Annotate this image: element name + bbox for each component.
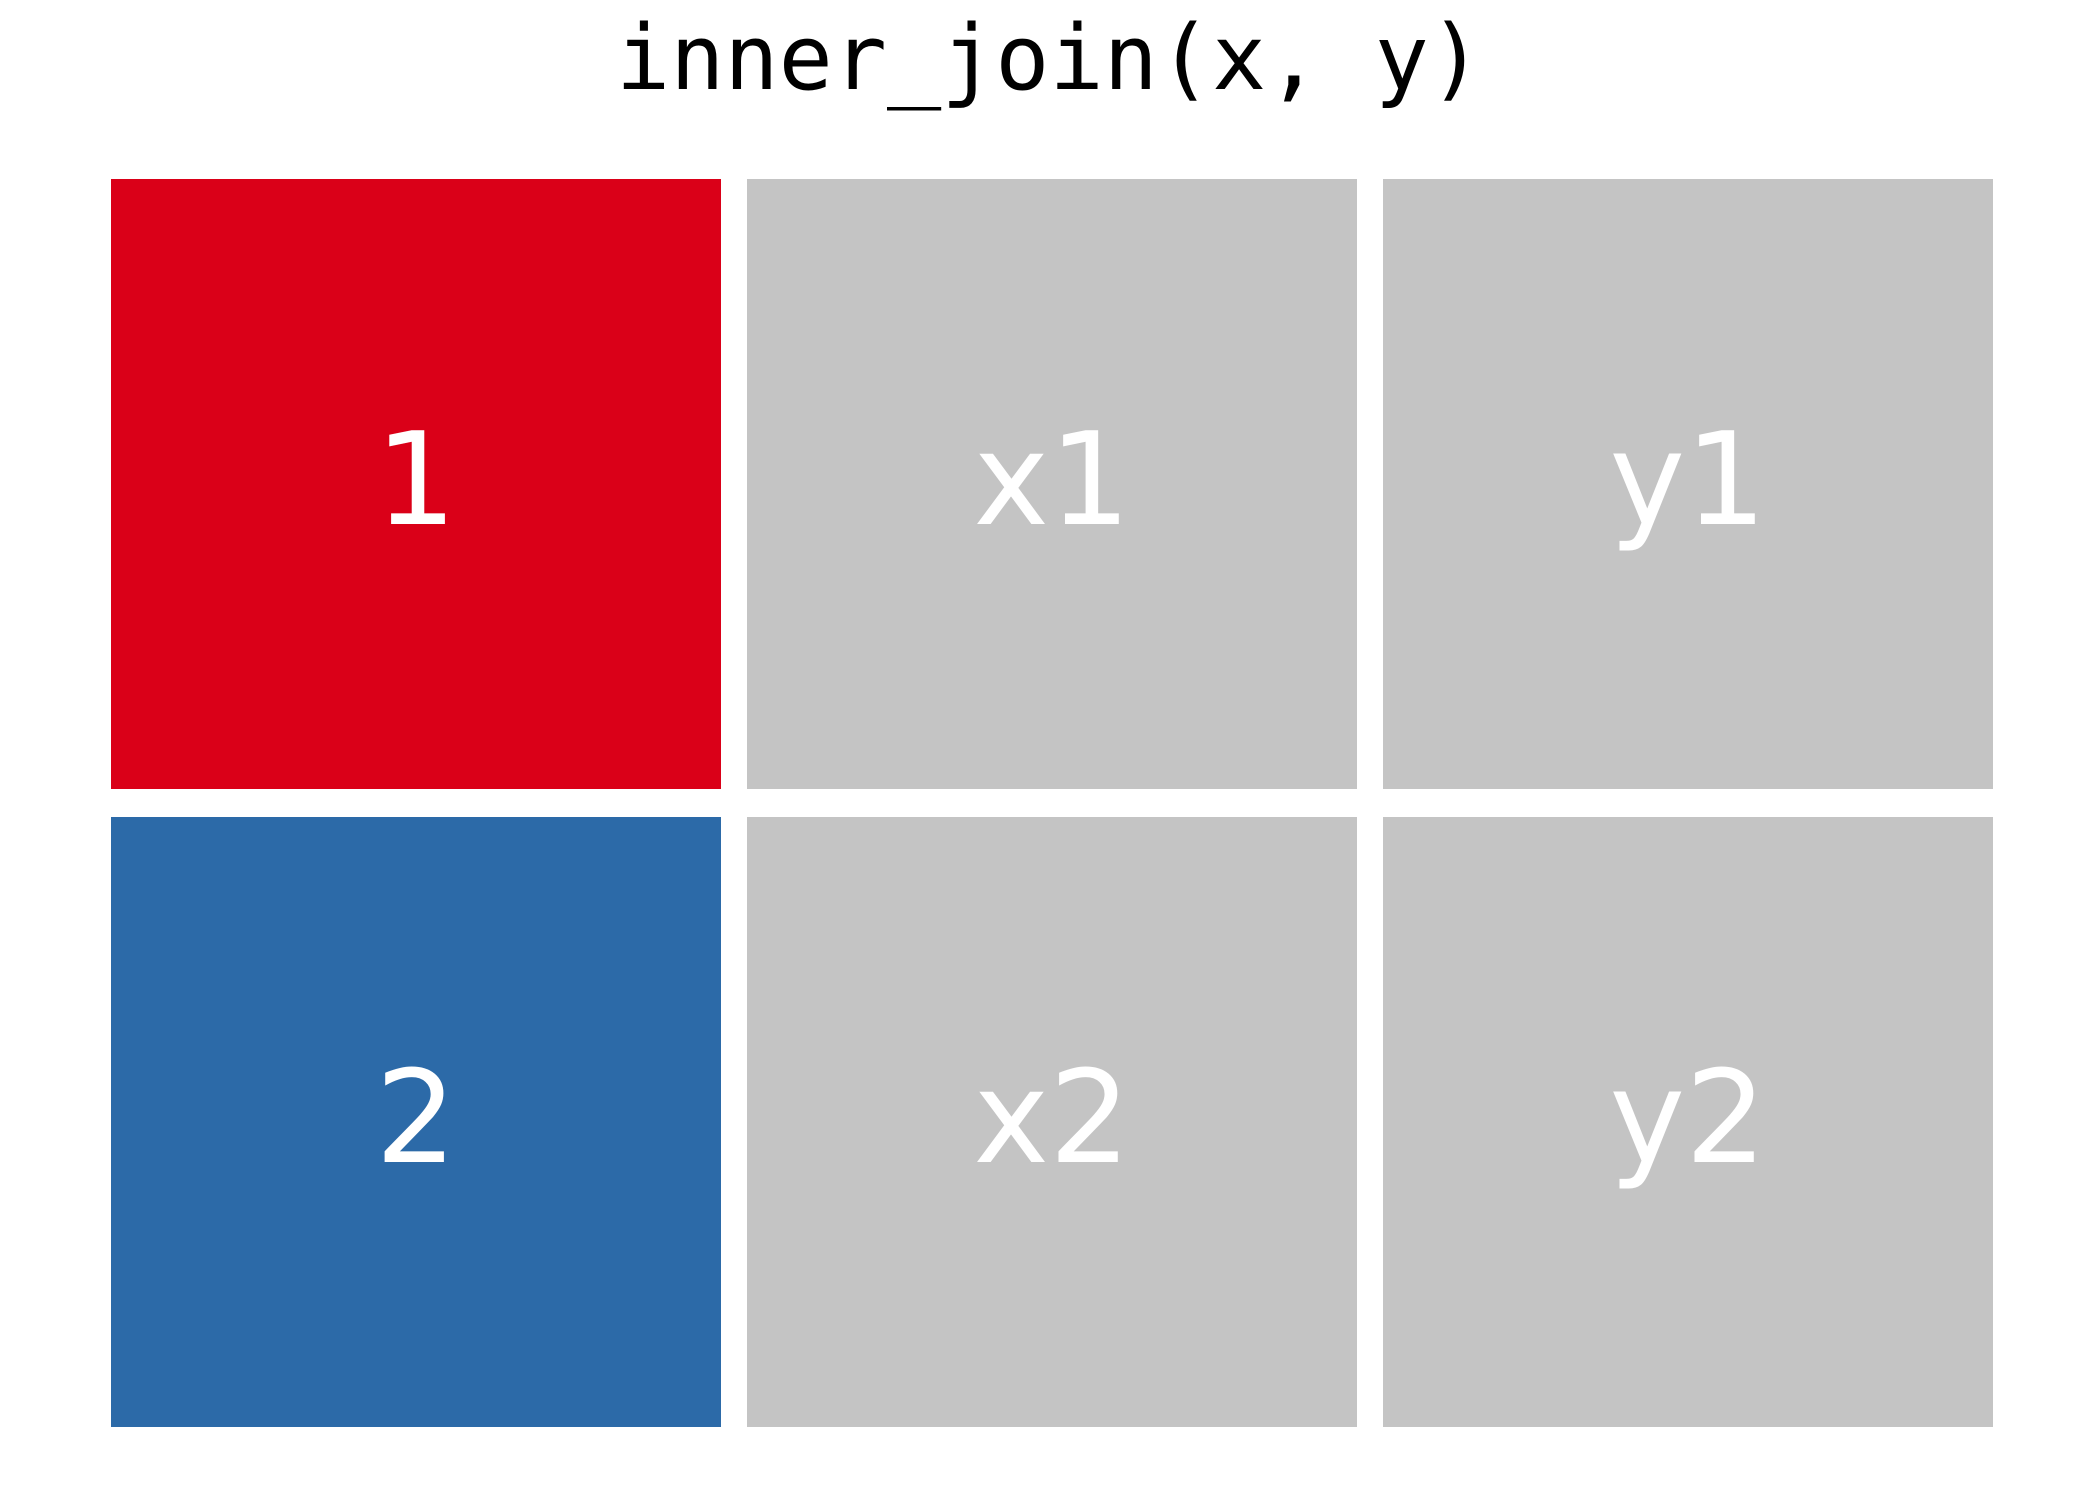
key-cell-1: 1 bbox=[111, 179, 721, 789]
y-value-cell-2-label: y2 bbox=[1609, 1043, 1767, 1193]
key-cell-1-label: 1 bbox=[375, 405, 457, 555]
diagram-title: inner_join(x, y) bbox=[616, 6, 1483, 111]
x-value-cell-2-label: x2 bbox=[973, 1043, 1131, 1193]
x-value-cell-2: x2 bbox=[747, 817, 1357, 1427]
key-cell-2-label: 2 bbox=[375, 1043, 457, 1193]
y-value-cell-1-label: y1 bbox=[1609, 405, 1767, 555]
x-value-cell-1: x1 bbox=[747, 179, 1357, 789]
key-cell-2: 2 bbox=[111, 817, 721, 1427]
y-value-cell-1: y1 bbox=[1383, 179, 1993, 789]
result-table: 1 x1 y1 2 x2 y2 bbox=[111, 179, 1993, 1429]
y-value-cell-2: y2 bbox=[1383, 817, 1993, 1427]
x-value-cell-1-label: x1 bbox=[973, 405, 1131, 555]
